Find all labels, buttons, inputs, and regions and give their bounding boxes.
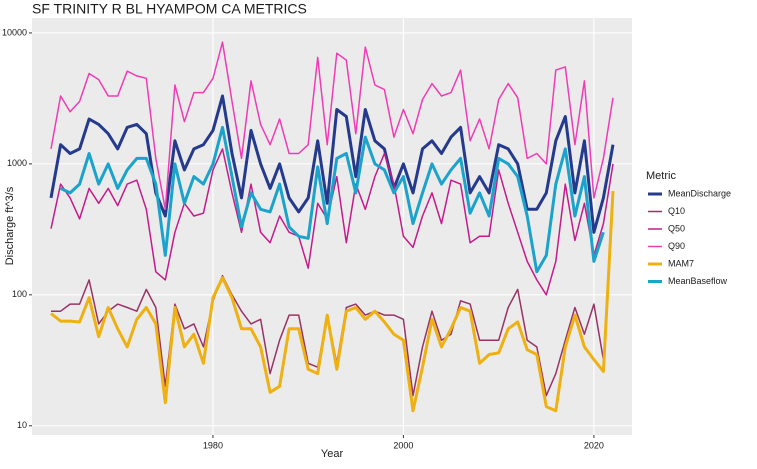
y-tick-label: 10 [17,420,27,430]
y-tick-label: 100 [12,289,27,299]
y-axis-title: Discharge ft^3/s [4,186,16,265]
legend-title: Metric [646,170,676,182]
legend-label: MAM7 [668,258,694,268]
plot-panel [32,18,632,435]
series-line [50,41,614,211]
legend-label: MeanDischarge [668,188,731,198]
x-tick-label: 2020 [584,440,604,450]
legend-label: Q50 [668,223,685,233]
x-tick-label: 1980 [203,440,223,450]
legend-label: Q10 [668,206,685,216]
y-tick-label: 10000 [2,27,27,37]
y-tick-label: 1000 [7,158,27,168]
x-tick-label: 2000 [393,440,413,450]
legend-label: MeanBaseflow [668,276,728,286]
series-line [50,191,615,413]
series-line [49,94,615,234]
chart-title: SF TRINITY R BL HYAMPOM CA METRICS [32,1,307,17]
series-line [59,125,605,274]
x-axis-title: Year [321,448,344,460]
legend-label: Q90 [668,241,685,251]
